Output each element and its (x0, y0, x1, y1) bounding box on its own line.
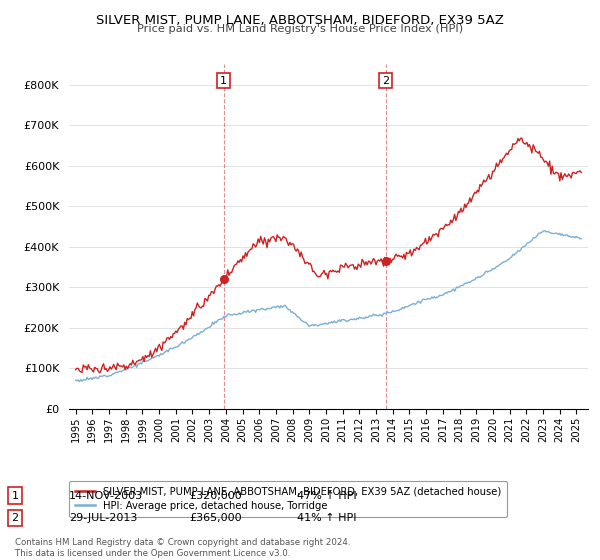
Text: Contains HM Land Registry data © Crown copyright and database right 2024.
This d: Contains HM Land Registry data © Crown c… (15, 538, 350, 558)
Text: 14-NOV-2003: 14-NOV-2003 (69, 491, 143, 501)
Text: 2: 2 (11, 513, 19, 523)
Text: £365,000: £365,000 (189, 513, 242, 523)
Text: 41% ↑ HPI: 41% ↑ HPI (297, 513, 356, 523)
Text: £320,000: £320,000 (189, 491, 242, 501)
Text: 1: 1 (11, 491, 19, 501)
Legend: SILVER MIST, PUMP LANE, ABBOTSHAM, BIDEFORD, EX39 5AZ (detached house), HPI: Ave: SILVER MIST, PUMP LANE, ABBOTSHAM, BIDEF… (69, 481, 507, 517)
Text: Price paid vs. HM Land Registry's House Price Index (HPI): Price paid vs. HM Land Registry's House … (137, 24, 463, 34)
Text: 1: 1 (220, 76, 227, 86)
Text: 2: 2 (382, 76, 389, 86)
Text: 29-JUL-2013: 29-JUL-2013 (69, 513, 137, 523)
Text: 47% ↑ HPI: 47% ↑ HPI (297, 491, 356, 501)
Text: SILVER MIST, PUMP LANE, ABBOTSHAM, BIDEFORD, EX39 5AZ: SILVER MIST, PUMP LANE, ABBOTSHAM, BIDEF… (96, 14, 504, 27)
